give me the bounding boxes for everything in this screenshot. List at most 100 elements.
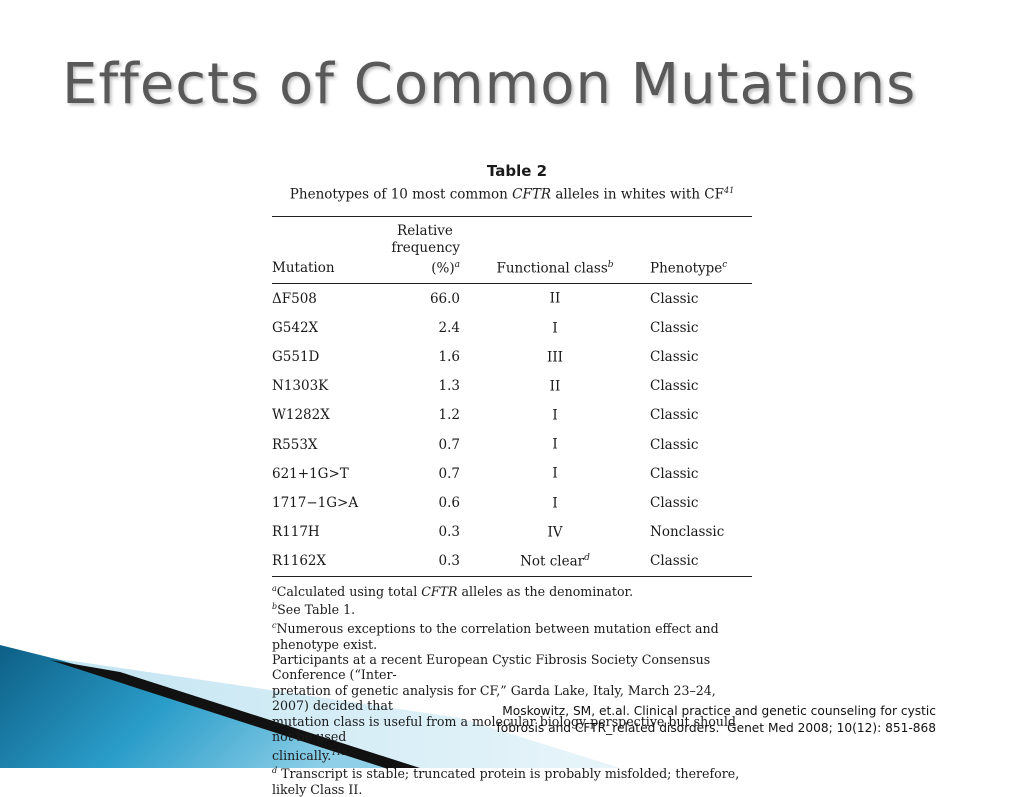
footnote-c-mark: c	[272, 621, 277, 631]
footnote-c-reference: 113	[331, 747, 347, 757]
header-class-mark: b	[607, 259, 614, 270]
cell-mutation: 1717−1G>A	[272, 494, 359, 511]
table-row: ΔF508 66.0 II Classic	[272, 284, 752, 314]
footnote-a-text-end: alleles as the denominator.	[457, 584, 634, 600]
citation-line1: Moskowitz, SM, et.al. Clinical practice …	[502, 704, 936, 718]
table-row: G551D 1.6 III Classic	[272, 342, 752, 371]
caption-gene: CFTR	[512, 186, 552, 203]
header-frequency-mark: a	[454, 259, 460, 270]
footnote-c-line2: Participants at a recent European Cystic…	[272, 652, 711, 683]
cell-mutation: G542X	[272, 319, 319, 336]
swoosh-dark-stripe	[50, 660, 420, 768]
cell-mutation: R553X	[272, 436, 318, 453]
footnote-d-text: Transcript is stable; truncated protein …	[272, 766, 740, 797]
cell-mutation: W1282X	[272, 407, 330, 424]
cell-class-text: I	[552, 320, 558, 337]
header-phenotype-mark: c	[722, 259, 728, 270]
cell-class: I	[460, 430, 650, 459]
footnote-c-line4: mutation class is useful from a molecula…	[272, 713, 736, 745]
cell-phenotype: Classic	[650, 494, 699, 511]
header-functional-class: Functional classb	[460, 216, 650, 284]
cell-mutation: R117H	[272, 524, 320, 541]
cell-class-text: I	[552, 407, 558, 424]
cell-mutation: 621+1G>T	[272, 465, 349, 482]
cell-frequency: 1.3	[438, 378, 460, 395]
table-caption: Phenotypes of 10 most common CFTR allele…	[272, 182, 752, 204]
footnote-b: bSee Table 1.	[272, 599, 752, 618]
cell-mutation: R1162X	[272, 553, 327, 570]
caption-reference: 41	[724, 186, 735, 195]
footnote-b-text: See Table 1.	[277, 602, 356, 618]
cell-class: I	[460, 313, 650, 342]
cell-phenotype: Classic	[650, 465, 699, 482]
mutations-table: Mutation Relative frequency (%)a Functio…	[272, 215, 752, 577]
cell-frequency: 66.0	[429, 290, 460, 307]
cell-phenotype: Classic	[650, 436, 699, 453]
table-row: 621+1G>T 0.7 I Classic	[272, 459, 752, 488]
cell-frequency: 0.7	[438, 436, 460, 453]
cell-class: I	[460, 459, 650, 488]
table-row: G542X 2.4 I Classic	[272, 313, 752, 342]
cell-class-text: II	[549, 290, 561, 307]
decorative-swoosh	[0, 645, 620, 768]
table-row: R117H 0.3 IV Nonclassic	[272, 518, 752, 547]
table-header-row: Mutation Relative frequency (%)a Functio…	[272, 216, 752, 284]
cell-frequency: 2.4	[438, 319, 460, 336]
footnote-c-line1: Numerous exceptions to the correlation b…	[272, 621, 719, 652]
footnote-d: d Transcript is stable; truncated protei…	[272, 763, 752, 797]
table-row: R553X 0.7 I Classic	[272, 430, 752, 459]
cell-phenotype: Classic	[650, 407, 699, 424]
table-body: ΔF508 66.0 II Classic G542X 2.4 I Classic G551…	[272, 284, 752, 577]
footnote-a-mark: a	[272, 583, 277, 593]
header-mutation: Mutation	[272, 216, 390, 284]
cell-frequency: 1.6	[438, 348, 460, 365]
footnote-a-gene: CFTR	[421, 584, 458, 600]
cell-phenotype: Classic	[650, 378, 699, 395]
cell-class-text: I	[552, 495, 558, 512]
header-frequency: Relative frequency (%)a	[390, 216, 460, 284]
footnote-b-mark: b	[272, 602, 278, 612]
caption-text-end: alleles in whites with CF	[551, 186, 725, 203]
cell-phenotype: Classic	[650, 348, 699, 365]
caption-text: Phenotypes of 10 most common	[289, 186, 513, 203]
footnote-c: cNumerous exceptions to the correlation …	[272, 618, 752, 763]
cell-class-text: IV	[547, 524, 563, 541]
cell-class-text: III	[547, 349, 563, 366]
table-row: N1303K 1.3 II Classic	[272, 372, 752, 401]
table-row: 1717−1G>A 0.6 I Classic	[272, 488, 752, 517]
header-frequency-line2: frequency (%)	[391, 239, 460, 277]
cell-frequency: 0.3	[438, 524, 460, 541]
footnote-a: aCalculated using total CFTR alleles as …	[272, 581, 752, 600]
cell-phenotype: Classic	[650, 319, 699, 336]
cell-mutation: ΔF508	[272, 290, 317, 307]
cell-phenotype: Classic	[650, 290, 699, 307]
cell-mutation: G551D	[272, 348, 320, 365]
cell-frequency: 0.7	[438, 465, 460, 482]
cell-frequency: 1.2	[438, 407, 460, 424]
cell-class: I	[460, 401, 650, 430]
table-footnotes: aCalculated using total CFTR alleles as …	[272, 581, 752, 797]
header-class-text: Functional class	[496, 260, 608, 276]
cell-phenotype: Classic	[650, 553, 699, 570]
table-label: Table 2	[486, 162, 548, 180]
cell-mutation: N1303K	[272, 378, 329, 395]
table-row: R1162X 0.3 Not cleard Classic	[272, 547, 752, 577]
cell-class: II	[460, 372, 650, 401]
cell-class-text: II	[549, 378, 561, 395]
header-frequency-line1: Relative	[397, 222, 453, 239]
citation: Moskowitz, SM, et.al. Clinical practice …	[496, 703, 936, 737]
citation-line2: fobrosis and CFTR_related disorders. Gen…	[496, 721, 936, 735]
cell-frequency: 0.3	[438, 553, 460, 570]
footnote-a-text: Calculated using total	[276, 584, 422, 600]
cell-class-text: I	[552, 436, 558, 453]
cell-class: IV	[460, 518, 650, 547]
cell-class: III	[460, 342, 650, 371]
cell-class: II	[460, 284, 650, 314]
footnote-c-line3: pretation of genetic analysis for CF,” G…	[272, 682, 716, 714]
cell-class: I	[460, 488, 650, 517]
cell-frequency: 0.6	[438, 494, 460, 511]
header-phenotype: Phenotypec	[650, 216, 752, 284]
table-figure: Table 2 Phenotypes of 10 most common CFT…	[272, 160, 752, 797]
cell-phenotype: Nonclassic	[650, 524, 725, 541]
slide-title: Effects of Common Mutations	[62, 52, 917, 117]
